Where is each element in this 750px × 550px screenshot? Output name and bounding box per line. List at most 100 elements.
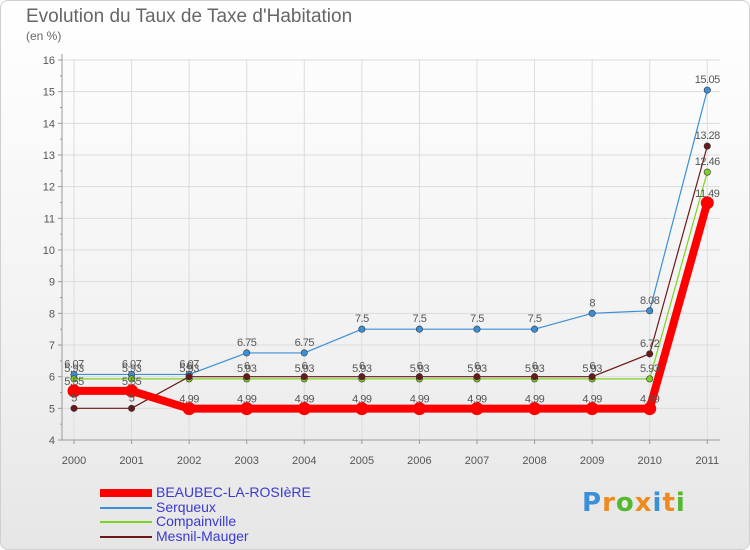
- data-point: [355, 402, 369, 416]
- data-label: 6: [244, 361, 250, 373]
- data-label: 6: [474, 361, 480, 373]
- data-label: 5.93: [122, 363, 142, 375]
- data-point: [643, 402, 657, 416]
- data-point: [646, 375, 654, 383]
- data-point: [646, 307, 654, 315]
- series-line: [74, 171, 708, 380]
- chart-title: Evolution du Taux de Taxe d'Habitation: [26, 6, 353, 27]
- x-tick-label: 2011: [695, 455, 719, 467]
- chart-subtitle: (en %): [26, 29, 62, 43]
- data-label: 4.99: [237, 394, 257, 406]
- legend-swatch: [100, 507, 152, 509]
- legend-label: Mesnil-Mauger: [156, 528, 249, 544]
- data-label: 6: [589, 361, 595, 373]
- data-label: 11.49: [695, 188, 720, 200]
- legend-label: Compainville: [156, 513, 237, 529]
- data-point: [470, 402, 484, 416]
- data-label: 15.05: [695, 74, 720, 86]
- x-tick-label: 2010: [637, 455, 661, 467]
- x-tick-label: 2003: [234, 455, 258, 467]
- data-point: [243, 349, 251, 357]
- data-label: 5.93: [525, 363, 545, 375]
- data-label: 6: [186, 361, 192, 373]
- data-label: 6.75: [295, 337, 315, 349]
- data-label: 5.93: [295, 363, 315, 375]
- legend-swatch: [100, 521, 152, 523]
- x-tick-label: 2005: [350, 455, 374, 467]
- data-label: 7.5: [413, 313, 427, 325]
- data-label: 5.55: [64, 376, 84, 388]
- data-label: 7.5: [470, 313, 484, 325]
- data-point: [703, 168, 711, 176]
- data-label: 8: [589, 297, 595, 309]
- data-point: [243, 373, 251, 381]
- y-tick-label: 9: [49, 277, 55, 289]
- data-point: [412, 402, 426, 416]
- y-tick-label: 6: [49, 372, 55, 384]
- data-label: 6.72: [640, 338, 660, 350]
- data-point: [588, 373, 596, 381]
- data-point: [528, 402, 542, 416]
- data-label: 4.99: [640, 394, 660, 406]
- data-point: [297, 402, 311, 416]
- y-tick-label: 4: [49, 435, 55, 447]
- y-tick-label: 14: [43, 118, 55, 130]
- data-point: [588, 309, 596, 317]
- data-label: 4.99: [525, 394, 545, 406]
- x-tick-label: 2000: [62, 455, 86, 467]
- legend-label: Serqueux: [156, 499, 216, 515]
- data-label: 5.93: [467, 363, 487, 375]
- data-label: 5.93: [237, 363, 257, 375]
- data-point: [300, 349, 308, 357]
- data-point: [70, 404, 78, 412]
- data-label: 12.46: [695, 156, 720, 168]
- data-label: 5.93: [64, 363, 84, 375]
- data-label: 5: [129, 392, 135, 404]
- data-point: [182, 402, 196, 416]
- data-label: 4.99: [467, 394, 487, 406]
- data-point: [473, 373, 481, 381]
- data-point: [473, 325, 481, 333]
- x-tick-label: 2004: [292, 455, 316, 467]
- y-tick-label: 12: [43, 182, 55, 194]
- line-chart: 4 5 6 7 8 9 10 11 12 13 14 15 16 2000 2001 2002 2003 2004…: [43, 54, 721, 467]
- data-label: 6: [532, 361, 538, 373]
- data-label: 7.5: [355, 313, 369, 325]
- data-label: 5.93: [582, 363, 602, 375]
- data-label: 5: [71, 392, 77, 404]
- data-point: [415, 325, 423, 333]
- series-line: [74, 89, 708, 376]
- y-tick-label: 7: [49, 340, 55, 352]
- data-label: 5.93: [410, 363, 430, 375]
- y-tick-label: 11: [44, 213, 55, 225]
- data-point: [585, 402, 599, 416]
- data-point: [703, 86, 711, 94]
- data-label: 5.93: [352, 363, 372, 375]
- y-tick-label: 15: [43, 87, 55, 99]
- data-label: 6: [359, 361, 365, 373]
- data-point: [646, 350, 654, 358]
- data-label: 6: [301, 361, 307, 373]
- data-point: [125, 384, 139, 398]
- data-label: 5.93: [179, 363, 199, 375]
- data-label: 6.07: [122, 358, 142, 370]
- data-label: 4.99: [295, 394, 315, 406]
- y-tick-label: 16: [43, 55, 55, 67]
- data-point: [358, 373, 366, 381]
- data-label: 6: [417, 361, 423, 373]
- data-point: [240, 402, 254, 416]
- x-tick-label: 2001: [119, 455, 143, 467]
- y-tick-label: 13: [43, 150, 55, 162]
- legend-label: BEAUBEC-LA-ROSIèRE: [156, 484, 311, 500]
- data-point: [300, 373, 308, 381]
- data-label: 5.55: [122, 376, 142, 388]
- data-point: [185, 373, 193, 381]
- x-tick-label: 2002: [177, 455, 201, 467]
- data-point: [128, 375, 136, 383]
- data-point: [415, 373, 423, 381]
- data-label: 4.99: [582, 394, 602, 406]
- data-label: 5.93: [640, 363, 660, 375]
- x-tick-label: 2008: [522, 455, 546, 467]
- y-tick-label: 5: [49, 403, 55, 415]
- y-tick-label: 10: [43, 245, 55, 257]
